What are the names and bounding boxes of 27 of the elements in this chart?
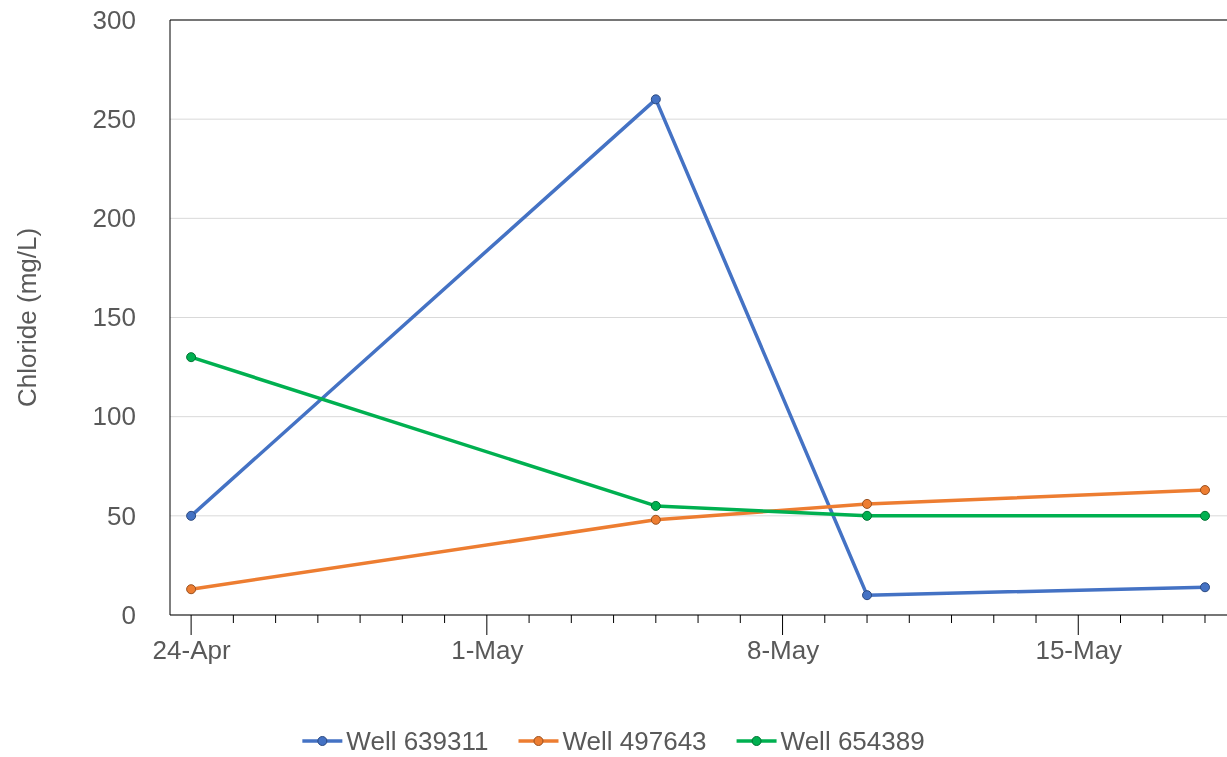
y-tick-label: 50 (107, 500, 136, 531)
x-tick-label: 24-Apr (152, 635, 231, 666)
legend-label: Well 497643 (562, 726, 707, 756)
point (650, 500, 661, 511)
point (1200, 582, 1210, 593)
point (862, 510, 873, 521)
x-tick-label: 15-May (1035, 635, 1123, 666)
y-axis-title: Chloride (mg/L) (12, 227, 42, 408)
x-tick-label: 1-May (451, 635, 524, 666)
legend-label: Well 654389 (780, 726, 925, 756)
point (862, 498, 873, 509)
y-tick-label: 100 (92, 401, 136, 432)
y-tick-label: 200 (92, 203, 136, 234)
point (1200, 485, 1210, 496)
point (862, 590, 873, 601)
y-tick-label: 150 (92, 302, 136, 333)
point (650, 514, 661, 525)
point (650, 94, 661, 105)
point (1200, 510, 1210, 521)
legend-label: Well 639311 (346, 726, 489, 756)
y-tick-label: 300 (92, 4, 136, 35)
y-tick-label: 250 (92, 103, 136, 134)
point (186, 584, 197, 595)
y-tick-label: 0 (121, 599, 136, 630)
point (186, 352, 197, 363)
point (186, 510, 197, 521)
x-tick-label: 8-May (746, 635, 820, 666)
